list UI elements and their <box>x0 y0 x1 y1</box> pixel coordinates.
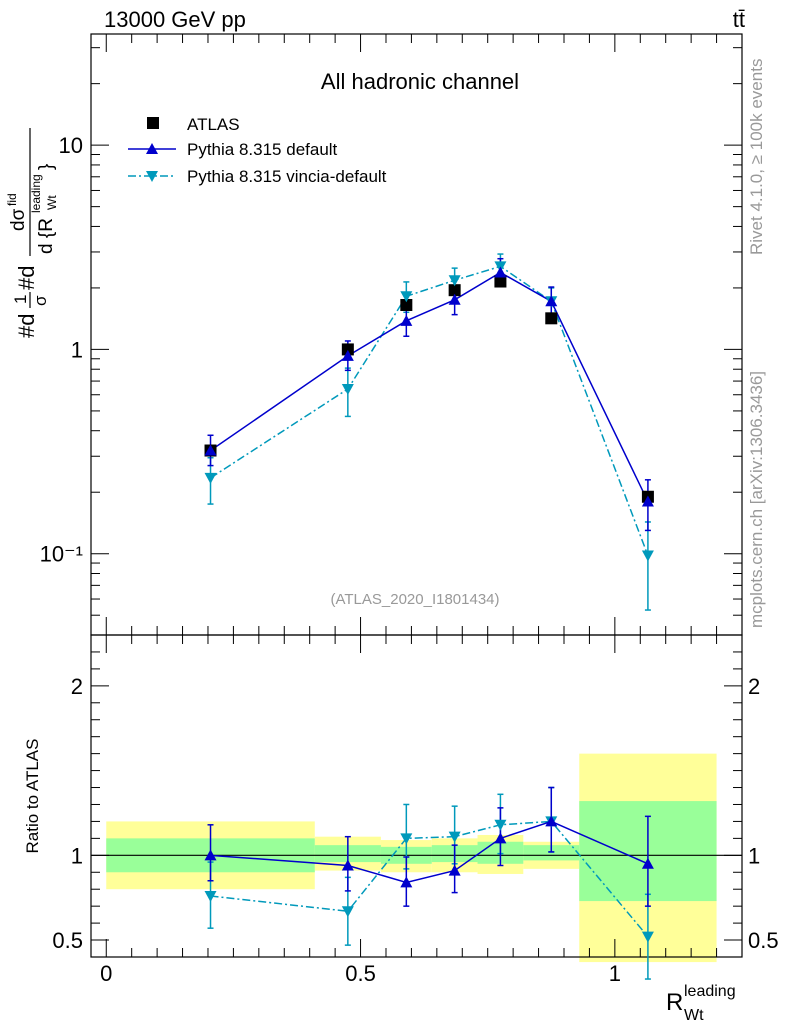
atlas-point <box>545 312 558 325</box>
main-panel: 10⁻¹ 1 10 All hadronic channel (ATLAS_2020… <box>5 33 743 636</box>
ratio-pythia-point <box>545 815 558 827</box>
pythia-point <box>448 293 461 305</box>
energy-label: 13000 GeV pp <box>104 7 246 32</box>
svg-text:Wt: Wt <box>684 1007 704 1024</box>
y-tick-label: 1 <box>71 337 83 362</box>
legend-pythia-label: Pythia 8.315 default <box>187 140 338 159</box>
ratio-frame <box>90 634 743 958</box>
ratio-pythia-point <box>400 876 413 888</box>
ratio-vincia-point <box>641 931 654 943</box>
svg-text:#d: #d <box>14 266 39 290</box>
atlas-point <box>341 343 354 356</box>
atlas-point <box>494 275 507 288</box>
ratio-y-ticks: 0.5 0.5 1 1 2 2 <box>52 651 779 953</box>
main-y-ticks: 10⁻¹ 1 10 <box>40 47 742 636</box>
process-label: tt̄ <box>733 7 745 32</box>
main-series <box>204 253 654 611</box>
legend-atlas-marker <box>147 117 159 129</box>
source-label: mcplots.cern.ch [arXiv:1306.3436] <box>747 371 766 628</box>
y-tick-label: 10 <box>59 133 83 158</box>
atlas-point <box>400 298 413 311</box>
ratio-series <box>204 786 654 980</box>
legend: ATLAS Pythia 8.315 default Pythia 8.315 … <box>128 115 387 186</box>
ratio-pythia-point <box>341 859 354 871</box>
ratio-pythia-point <box>204 849 217 861</box>
ratio-vincia-point <box>341 906 354 918</box>
vincia-point <box>448 275 461 287</box>
svg-text:leading: leading <box>684 983 736 1000</box>
svg-text:d {R: d {R <box>36 218 57 254</box>
legend-pythia-marker <box>146 143 158 154</box>
svg-text:dσ: dσ <box>8 208 29 231</box>
ratio-pythia-point <box>448 864 461 876</box>
main-y-label: #d 1 σ #d dσ fid d {R leading Wt } <box>5 128 59 338</box>
x-tick-label: 1 <box>609 961 621 986</box>
svg-text:1: 1 <box>11 295 30 304</box>
pythia-point <box>204 444 217 456</box>
svg-text:}: } <box>36 164 57 170</box>
main-x-ticks <box>105 34 718 635</box>
ratio-y-tick-label: 1 <box>71 843 83 868</box>
svg-text:fid: fid <box>5 193 19 206</box>
ratio-vincia-point <box>400 833 413 845</box>
legend-vincia-label: Pythia 8.315 vincia-default <box>187 167 387 186</box>
pythia-point <box>641 495 654 507</box>
legend-atlas-label: ATLAS <box>187 115 240 134</box>
ratio-y-label: Ratio to ATLAS <box>23 739 42 854</box>
vincia-point <box>641 550 654 562</box>
ratio-y-tick-label-right: 2 <box>748 674 760 699</box>
analysis-id-label: (ATLAS_2020_I1801434) <box>330 591 499 608</box>
atlas-point <box>448 284 461 297</box>
ratio-vincia-point <box>448 831 461 843</box>
svg-text:σ: σ <box>31 295 50 306</box>
channel-title: All hadronic channel <box>321 69 519 94</box>
pythia-line <box>210 271 649 502</box>
svg-text:#d: #d <box>14 314 39 338</box>
ratio-x-ticks: 0 0.5 1 <box>100 635 718 986</box>
x-axis-label: R leading Wt <box>666 983 736 1024</box>
vincia-line <box>210 265 649 556</box>
x-tick-label: 0.5 <box>345 961 376 986</box>
ratio-pythia-point <box>641 857 654 869</box>
ratio-y-tick-label-right: 0.5 <box>748 928 779 953</box>
ratio-y-tick-label: 2 <box>71 674 83 699</box>
ratio-pythia-point <box>494 832 507 844</box>
pythia-point <box>494 266 507 278</box>
pythia-point <box>545 295 558 307</box>
y-tick-label: 10⁻¹ <box>40 542 83 567</box>
vincia-point <box>400 291 413 303</box>
vincia-point <box>341 384 354 396</box>
svg-text:leading: leading <box>29 174 43 213</box>
ratio-bands <box>91 753 742 963</box>
pythia-point <box>400 314 413 326</box>
ratio-vincia-point <box>204 890 217 902</box>
rivet-label: Rivet 4.1.0, ≥ 100k events <box>747 59 766 255</box>
ratio-y-tick-label: 0.5 <box>52 928 83 953</box>
svg-text:Wt: Wt <box>45 195 59 210</box>
pythia-point <box>341 349 354 361</box>
ratio-y-tick-label-right: 1 <box>748 843 760 868</box>
legend-vincia-marker <box>146 171 158 182</box>
ratio-vincia-point <box>494 819 507 831</box>
vincia-point <box>204 472 217 484</box>
band-inner <box>523 845 580 861</box>
x-tick-label: 0 <box>100 961 112 986</box>
svg-text:R: R <box>666 989 683 1016</box>
ratio-panel: 0.5 0.51 12 2 0 0.5 1 Ratio to ATLAS R leadin… <box>23 634 779 1024</box>
